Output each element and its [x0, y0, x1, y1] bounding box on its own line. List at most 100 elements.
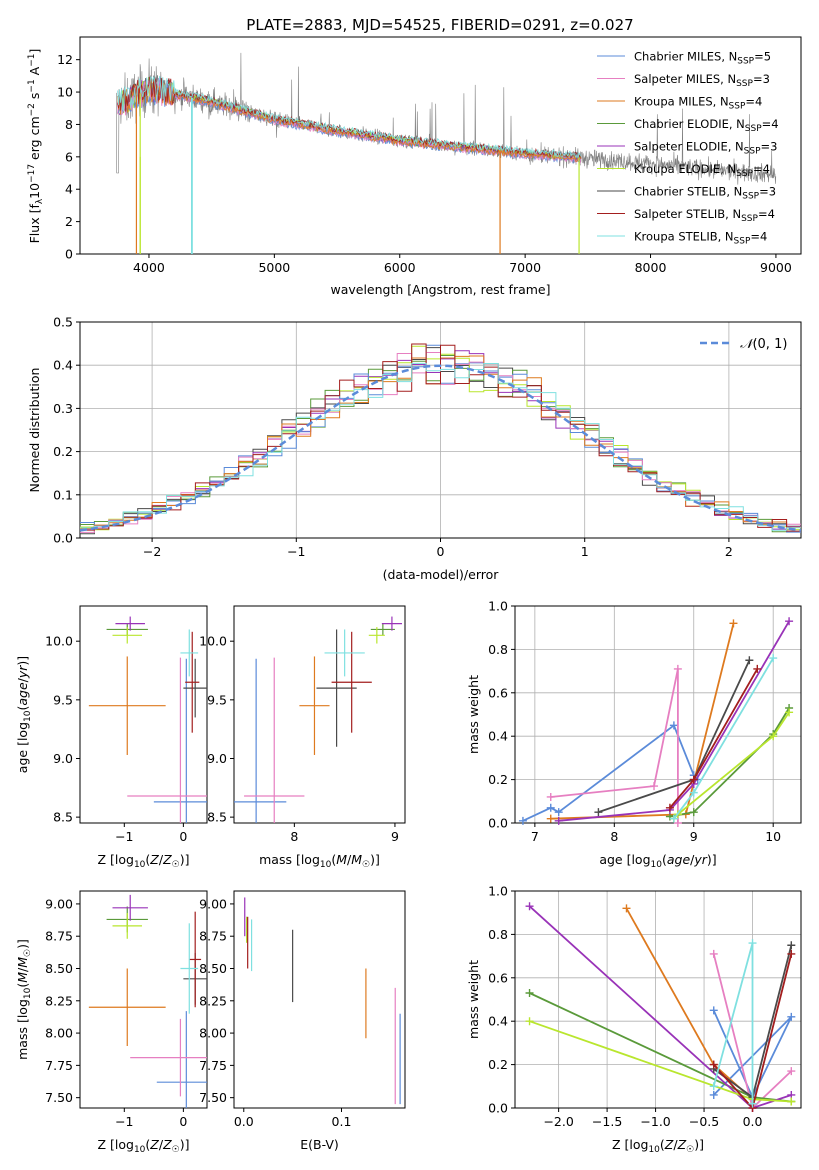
- legend-label: Chabrier ELODIE, NSSP=4: [634, 117, 779, 134]
- weight-point-marker: [709, 1006, 718, 1015]
- x-tick-label: 0.1: [332, 1114, 352, 1129]
- y-tick-label: 8.50: [45, 961, 73, 976]
- y-tick-label: 0.4: [488, 729, 508, 744]
- y-tick-label: 9.0: [207, 751, 227, 766]
- weight-point-marker: [787, 1067, 796, 1076]
- weight-point-marker: [787, 941, 796, 950]
- weight-point-marker: [525, 902, 534, 911]
- y-tick-label: 0.3: [53, 401, 73, 416]
- x-tick-label: 9000: [760, 260, 792, 275]
- y-tick-label: 0.8: [488, 927, 508, 942]
- weight-point-marker: [673, 819, 682, 827]
- residuals-axes: −2 −1 0 1 2 0.0 0.1 0.2 0.3 0.4 0.5: [53, 315, 802, 559]
- weight-point-marker: [709, 1060, 718, 1069]
- y-tick-label: 8.50: [199, 961, 227, 976]
- legend-label: Salpeter MILES, NSSP=3: [634, 72, 770, 89]
- weight-point-marker: [785, 708, 794, 717]
- x-tick-label: 7: [531, 829, 539, 844]
- x-axis-label: Z [log10(Z/Z☉)]: [97, 1137, 189, 1155]
- observed-spectrum-line: [116, 52, 777, 185]
- weight-point-marker: [689, 788, 698, 797]
- y-tick-label: 10: [57, 85, 73, 100]
- x-axis-label: Z [log10(Z/Z☉)]: [612, 1137, 704, 1155]
- axes-frame: [233, 605, 406, 824]
- x-tick-label: −1: [115, 1114, 133, 1129]
- weight-series-line: [550, 623, 735, 820]
- weight-series-line: [712, 953, 792, 1108]
- x-tick-label: 0: [437, 544, 445, 559]
- y-tick-label: 9.00: [199, 896, 227, 911]
- weight-point-marker: [546, 792, 555, 801]
- y-tick-label: 7.50: [199, 1090, 227, 1105]
- y-tick-label: 0.4: [53, 358, 73, 373]
- x-axis-label: (data-model)/error: [383, 567, 500, 582]
- legend-label: Chabrier MILES, NSSP=5: [634, 50, 771, 67]
- y-tick-label: 8.75: [45, 929, 73, 944]
- weight-series-line: [713, 953, 793, 1108]
- axes-frame: [79, 605, 208, 824]
- x-tick-label: 0.0: [234, 1114, 254, 1129]
- x-tick-label: 0: [179, 1114, 187, 1129]
- legend-label: Salpeter STELIB, NSSP=4: [634, 207, 775, 224]
- y-axis-label: Normed distribution: [27, 368, 42, 493]
- weight-point-marker: [622, 904, 631, 913]
- y-tick-label: 2: [65, 214, 73, 229]
- x-tick-label: −1.0: [640, 1114, 670, 1129]
- weight-point-marker: [554, 816, 563, 825]
- weight-point-marker: [748, 1099, 757, 1108]
- weight_vs_age-axes: 7 8 9 10 0.0 0.2 0.4 0.6 0.8 1.0: [488, 599, 802, 844]
- axes-frame: [79, 36, 802, 255]
- mass_vs_ebv-axes: 0.0 0.1 7.50 7.75 8.00 8.25 8.50 8.75 9.00: [199, 890, 406, 1129]
- x-tick-label: −1.5: [592, 1114, 622, 1129]
- y-tick-label: 7.75: [199, 1058, 227, 1073]
- weight-point-marker: [709, 1082, 718, 1091]
- y-axis-label: Flux [fλ10−17 erg cm−2 s−1 A−1]: [27, 49, 45, 244]
- x-axis-label: age [log10(age/yr)]: [599, 852, 716, 870]
- x-tick-label: −1: [115, 829, 133, 844]
- weight-point-marker: [525, 1017, 534, 1026]
- y-tick-label: 7.50: [45, 1090, 73, 1105]
- weight-point-marker: [689, 808, 698, 817]
- x-tick-label: 10: [765, 829, 781, 844]
- weight-point-marker: [546, 814, 555, 823]
- x-tick-label: 2: [725, 544, 733, 559]
- spectrum-axes: 4000 5000 6000 7000 8000 9000 0 2 4 6 8 10 12: [57, 36, 802, 275]
- x-tick-label: −0.5: [689, 1114, 719, 1129]
- x-tick-label: 6000: [384, 260, 416, 275]
- age_vs_Z-axes: −1 0 8.5 9.0 9.5 10.0: [45, 605, 208, 844]
- x-axis-label: Z [log10(Z/Z☉)]: [97, 852, 189, 870]
- mass_vs_Z-axes: −1 0 7.50 7.75 8.00 8.25 8.50 8.75 9.00: [45, 890, 208, 1129]
- weight-point-marker: [689, 775, 698, 784]
- spectrum-title: PLATE=2883, MJD=54525, FIBERID=0291, z=0…: [246, 16, 633, 34]
- y-tick-label: 1.0: [488, 884, 508, 899]
- weight-series-line: [550, 668, 679, 823]
- y-axis-label: age [log10(age/yr)]: [15, 656, 33, 773]
- y-tick-label: 0.6: [488, 685, 508, 700]
- x-tick-label: 8000: [635, 260, 667, 275]
- y-tick-label: 8.25: [199, 993, 227, 1008]
- y-tick-label: 7.75: [45, 1058, 73, 1073]
- x-tick-label: 9: [391, 829, 399, 844]
- weight-point-marker: [650, 782, 659, 791]
- y-tick-label: 0.5: [53, 315, 73, 330]
- y-tick-label: 9.00: [45, 896, 73, 911]
- weight-point-marker: [748, 939, 757, 948]
- axes-frame: [79, 890, 208, 1109]
- weight-series-line: [625, 907, 754, 1100]
- y-tick-label: 9.5: [207, 692, 227, 707]
- weight-point-marker: [785, 617, 794, 626]
- y-tick-label: 4: [65, 182, 73, 197]
- weight-series-line: [558, 620, 790, 822]
- axes-frame: [514, 890, 802, 1109]
- weight-point-marker: [518, 816, 527, 825]
- y-tick-label: 6: [65, 149, 73, 164]
- x-tick-label: −2.0: [543, 1114, 573, 1129]
- weight-point-marker: [787, 1097, 796, 1106]
- x-tick-label: 4000: [133, 260, 165, 275]
- weight-point-marker: [546, 803, 555, 812]
- y-tick-label: 8.75: [199, 929, 227, 944]
- weight-point-marker: [709, 949, 718, 958]
- y-tick-label: 0.0: [488, 1101, 508, 1116]
- y-tick-label: 0.2: [488, 772, 508, 787]
